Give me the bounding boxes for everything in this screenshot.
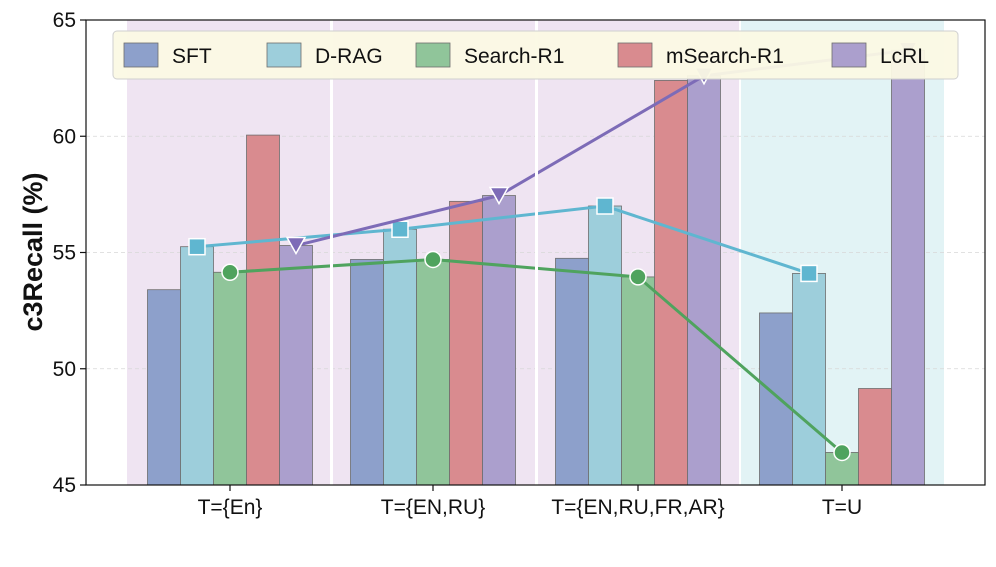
bar-lcrl bbox=[891, 49, 925, 486]
marker-d-rag bbox=[188, 237, 206, 256]
bar-msearch-r1 bbox=[449, 200, 483, 486]
legend-swatch bbox=[617, 42, 653, 68]
legend: SFT D-RAG Search-R1 mSearch-R1 LcRL bbox=[112, 30, 959, 80]
bar-sft bbox=[555, 257, 589, 486]
marker-d-rag bbox=[596, 197, 614, 215]
legend-label: LcRL bbox=[880, 45, 929, 68]
legend-label: mSearch-R1 bbox=[666, 45, 784, 68]
x-tick-label: T={EN,RU} bbox=[381, 496, 485, 519]
legend-swatch bbox=[831, 42, 867, 68]
legend-label: Search-R1 bbox=[464, 45, 564, 68]
marker-d-rag bbox=[800, 264, 818, 283]
bar-sft bbox=[759, 312, 793, 486]
bar-msearch-r1 bbox=[858, 388, 892, 486]
y-tick-label: 55 bbox=[53, 242, 76, 265]
y-tick-label: 50 bbox=[53, 358, 76, 381]
bar-search-r1 bbox=[621, 276, 655, 486]
bar-msearch-r1 bbox=[654, 80, 688, 486]
legend-swatch bbox=[415, 42, 451, 68]
bar-sft bbox=[350, 259, 384, 486]
marker-search-r1 bbox=[833, 443, 851, 462]
bar-d-rag bbox=[792, 273, 826, 486]
bar-lcrl bbox=[279, 245, 313, 486]
marker-lcrl bbox=[488, 186, 510, 206]
axes: 45 50 55 60 65 T={En} T={EN,RU} T={EN,RU,FR,AR}… bbox=[53, 9, 986, 519]
x-tick-label: T={En} bbox=[198, 496, 263, 519]
bar-search-r1 bbox=[213, 271, 247, 486]
marker-lcrl bbox=[285, 236, 307, 256]
y-tick-label: 65 bbox=[53, 9, 76, 32]
bar-msearch-r1 bbox=[246, 134, 280, 486]
bar-d-rag bbox=[180, 246, 214, 486]
bar-d-rag bbox=[383, 228, 417, 486]
y-tick-label: 60 bbox=[53, 125, 76, 148]
bar-lcrl bbox=[687, 75, 721, 486]
legend-swatch bbox=[266, 42, 302, 68]
bars bbox=[147, 49, 925, 486]
x-tick-label: T=U bbox=[822, 496, 862, 519]
marker-search-r1 bbox=[629, 268, 647, 286]
bar-search-r1 bbox=[416, 259, 450, 486]
bar-lcrl bbox=[482, 195, 516, 486]
bar-d-rag bbox=[588, 205, 622, 486]
y-axis-title: c3Recall (%) bbox=[18, 172, 48, 331]
marker-search-r1 bbox=[424, 250, 442, 269]
x-tick-label: T={EN,RU,FR,AR} bbox=[551, 496, 724, 519]
y-tick-label: 45 bbox=[53, 474, 76, 497]
legend-box bbox=[112, 30, 959, 80]
bar-sft bbox=[147, 289, 181, 486]
legend-label: SFT bbox=[172, 45, 212, 68]
legend-swatch bbox=[123, 42, 159, 68]
marker-search-r1 bbox=[221, 263, 239, 282]
legend-label: D-RAG bbox=[315, 45, 383, 68]
marker-d-rag bbox=[391, 220, 409, 238]
